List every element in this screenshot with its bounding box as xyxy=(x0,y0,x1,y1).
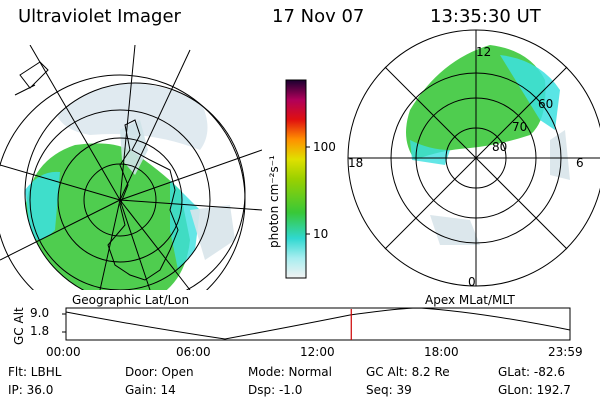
time-label: 13:35:30 UT xyxy=(430,6,541,27)
geo-graticule xyxy=(0,45,262,290)
mlt-label-12: 12 xyxy=(476,45,492,59)
mlat-label-80: 80 xyxy=(492,140,508,154)
mlat-label-70: 70 xyxy=(512,120,528,134)
mlt-label-6: 6 xyxy=(576,156,584,170)
dsp-info: Dsp: -1.0 xyxy=(248,383,303,397)
geographic-panel-label: Geographic Lat/Lon xyxy=(72,293,190,307)
gc-alt-info: GC Alt: 8.2 Re xyxy=(366,365,450,379)
timeline-ytick-low: 1.8 xyxy=(30,324,50,338)
apex-grid xyxy=(347,29,600,287)
filter-info: Flt: LBHL xyxy=(8,365,62,379)
timeline-ylabel: GC Alt xyxy=(12,307,26,345)
colorbar-tick-10: 10 xyxy=(313,227,329,241)
timeline-xtick-2359: 23:59 xyxy=(548,345,583,359)
mlat-label-60: 60 xyxy=(538,97,554,111)
altitude-curve xyxy=(65,307,571,340)
glat-info: GLat: -82.6 xyxy=(498,365,565,379)
mode-info: Mode: Normal xyxy=(248,365,332,379)
timeline-xtick-0000: 00:00 xyxy=(46,345,81,359)
timeline-ytick-high: 9.0 xyxy=(30,306,50,320)
date-label: 17 Nov 07 xyxy=(272,6,365,27)
door-info: Door: Open xyxy=(125,365,194,379)
mlt-label-0: 0 xyxy=(468,275,476,289)
glon-info: GLon: 192.7 xyxy=(498,383,571,397)
gain-info: Gain: 14 xyxy=(125,383,176,397)
seq-info: Seq: 39 xyxy=(366,383,412,397)
timeline-xtick-1200: 12:00 xyxy=(300,345,335,359)
apex-panel-label: Apex MLat/MLT xyxy=(425,293,515,307)
mlt-label-18: 18 xyxy=(348,156,364,170)
antarctica-coastline xyxy=(107,119,179,281)
timeline-xtick-1800: 18:00 xyxy=(424,345,459,359)
colorbar-tick-100: 100 xyxy=(313,140,336,154)
instrument-title: Ultraviolet Imager xyxy=(18,6,181,27)
ip-info: IP: 36.0 xyxy=(8,383,54,397)
timeline-xtick-0600: 06:00 xyxy=(176,345,211,359)
south-america-coastline xyxy=(14,61,49,96)
